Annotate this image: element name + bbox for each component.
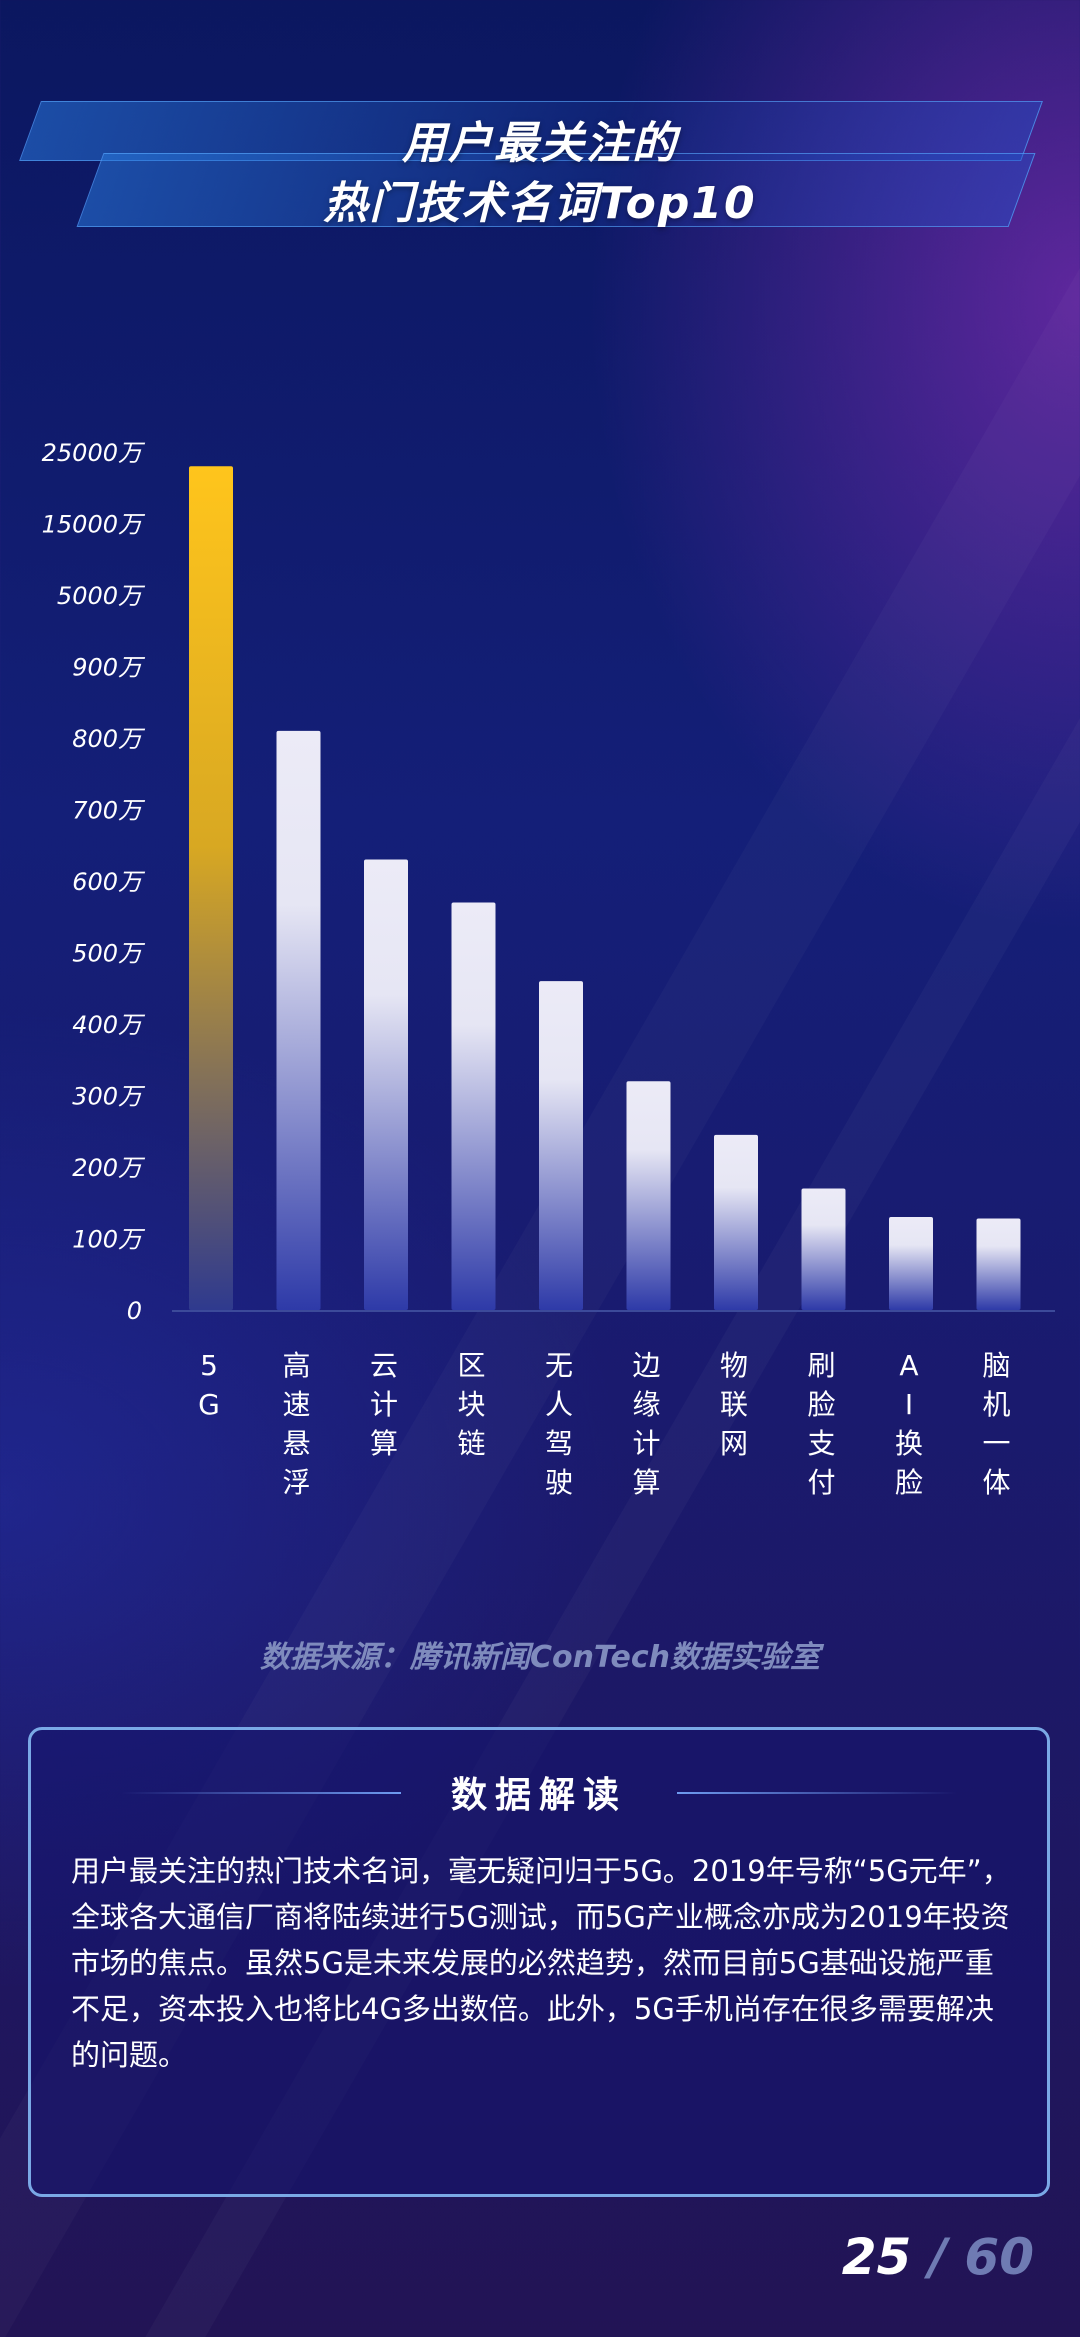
y-tick-label: 200万	[72, 1154, 146, 1182]
x-category-label: 刷脸支付	[807, 1349, 835, 1499]
bar	[364, 859, 408, 1310]
bar	[451, 902, 496, 1310]
page-current: 25	[841, 2228, 912, 2286]
bar	[714, 1134, 758, 1310]
bar	[276, 730, 321, 1310]
x-category-label: 脑机一体	[982, 1349, 1010, 1499]
analysis-box: 数据解读 用户最关注的热门技术名词，毫无疑问归于5G。2019年号称“5G元年”…	[28, 1727, 1050, 2197]
bar	[976, 1218, 1021, 1310]
page-indicator: 25 / 60	[842, 2228, 1034, 2286]
title-decoration-left	[121, 1792, 401, 1794]
bars	[189, 466, 1021, 1310]
x-category-label: A I 换脸	[895, 1349, 923, 1499]
page-title-line1: 用户最关注的	[402, 118, 678, 169]
page-total: 60	[964, 2228, 1034, 2286]
y-tick-label: 15000万	[42, 511, 146, 539]
y-tick-label: 700万	[72, 797, 146, 825]
bar	[539, 981, 583, 1310]
y-tick-label: 5000万	[57, 582, 146, 610]
bar	[626, 1081, 671, 1310]
bar	[189, 466, 233, 1310]
page-separator: /	[928, 2228, 947, 2286]
y-tick-label: 600万	[72, 868, 146, 896]
analysis-title: 数据解读	[450, 1775, 627, 1816]
title-decoration-right	[677, 1792, 957, 1794]
category-labels: 5 G 高速悬浮 云计算 区块链 无人驾驶 边缘计算 物联网 刷脸支付 A I 换脸 脑机一体	[198, 1349, 1010, 1499]
title-banner: 用户最关注的 热门技术名词Top10	[19, 95, 1050, 235]
y-tick-label: 500万	[72, 940, 146, 968]
y-tick-label: 25000万	[42, 439, 146, 467]
y-tick-label: 900万	[72, 654, 146, 682]
y-tick-label: 100万	[72, 1226, 146, 1254]
x-category-label: 云计算	[370, 1349, 398, 1460]
y-axis: 0 100万 200万 300万 400万 500万 600万 700万 800万 900万 500…	[42, 439, 146, 1325]
bar	[801, 1188, 846, 1310]
x-category-label: 无人驾驶	[545, 1349, 573, 1499]
x-category-label: 边缘计算	[632, 1349, 660, 1499]
y-tick-label: 800万	[72, 725, 146, 753]
bar-chart: 0 100万 200万 300万 400万 500万 600万 700万 800万 900万 500…	[42, 439, 1055, 1499]
y-tick-label: 400万	[72, 1011, 146, 1039]
data-source: 数据来源：腾讯新闻ConTech数据实验室	[259, 1640, 821, 1675]
x-category-label: 区块链	[457, 1349, 485, 1460]
x-category-label: 高速悬浮	[282, 1349, 310, 1499]
y-tick-label: 300万	[72, 1083, 146, 1111]
analysis-text: 用户最关注的热门技术名词，毫无疑问归于5G。2019年号称“5G元年”，全球各大…	[71, 1854, 1011, 2072]
page-title-line2: 热门技术名词Top10	[323, 178, 757, 229]
x-category-label: 物联网	[720, 1349, 748, 1460]
bar	[889, 1217, 933, 1310]
y-tick-label: 0	[127, 1297, 142, 1325]
